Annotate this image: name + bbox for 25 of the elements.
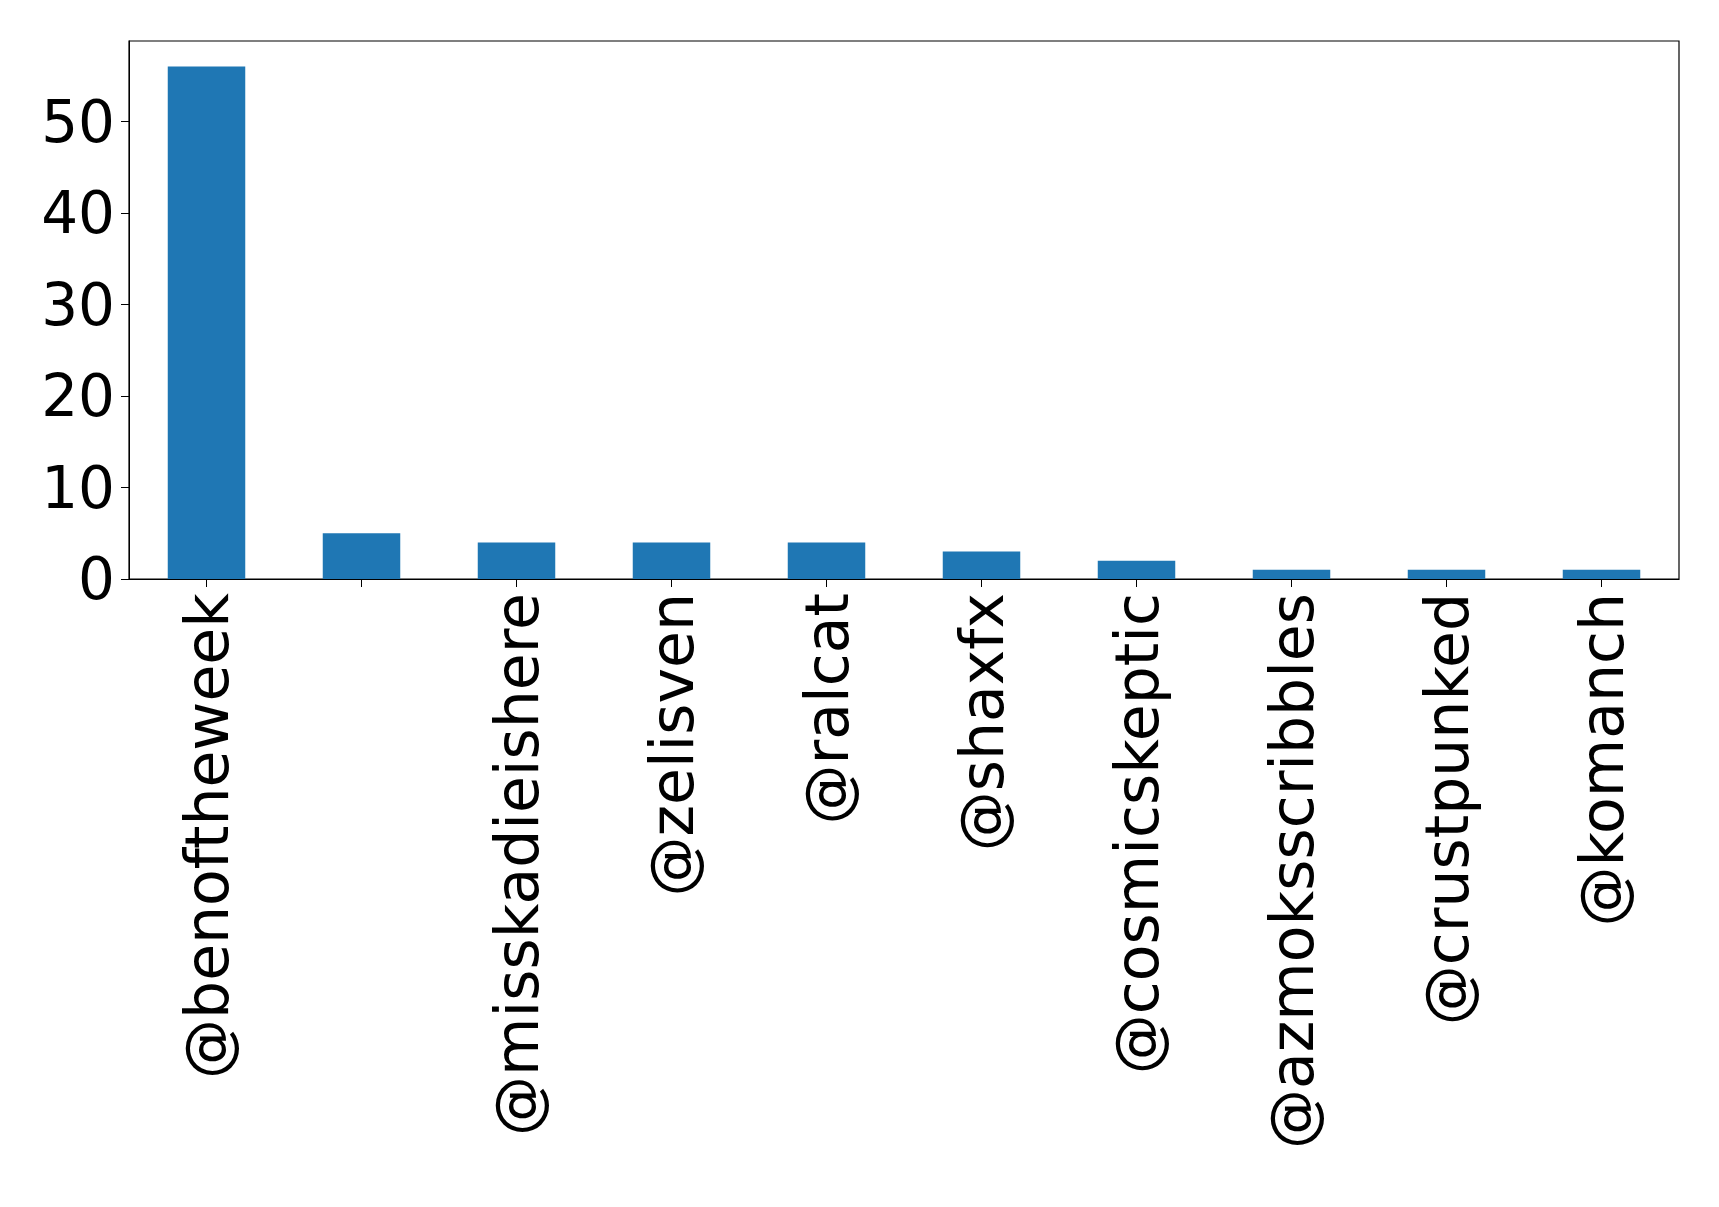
bar [1097, 560, 1176, 579]
y-tick-label: 40 [41, 179, 115, 248]
bar [1562, 569, 1641, 579]
x-tick-label: @shaxfx [946, 593, 1017, 852]
bar [322, 533, 401, 579]
bar [167, 66, 246, 579]
y-tick-label: 0 [78, 545, 115, 613]
x-tick-label: @misskadieishere [481, 593, 552, 1136]
bar [942, 551, 1021, 579]
bar [632, 542, 711, 579]
y-tick-label: 10 [41, 453, 115, 522]
y-tick-label: 50 [41, 87, 115, 156]
x-tick-label: @azmoksscribbles [1256, 593, 1327, 1150]
x-tick-label: @ralcat [791, 593, 862, 825]
bar [1407, 569, 1486, 579]
bar [1252, 569, 1331, 579]
y-tick-label: 20 [41, 362, 115, 431]
x-tick-label: @zelisven [636, 593, 707, 897]
x-tick-label: @crustpunked [1411, 593, 1482, 1026]
y-tick-label: 30 [41, 270, 115, 339]
x-tick-label: @komanch [1566, 593, 1637, 927]
x-tick-label: @cosmicskeptic [1101, 593, 1172, 1075]
bar [477, 542, 556, 579]
bar [787, 542, 866, 579]
x-tick-label: @benoftheweek [171, 592, 242, 1079]
